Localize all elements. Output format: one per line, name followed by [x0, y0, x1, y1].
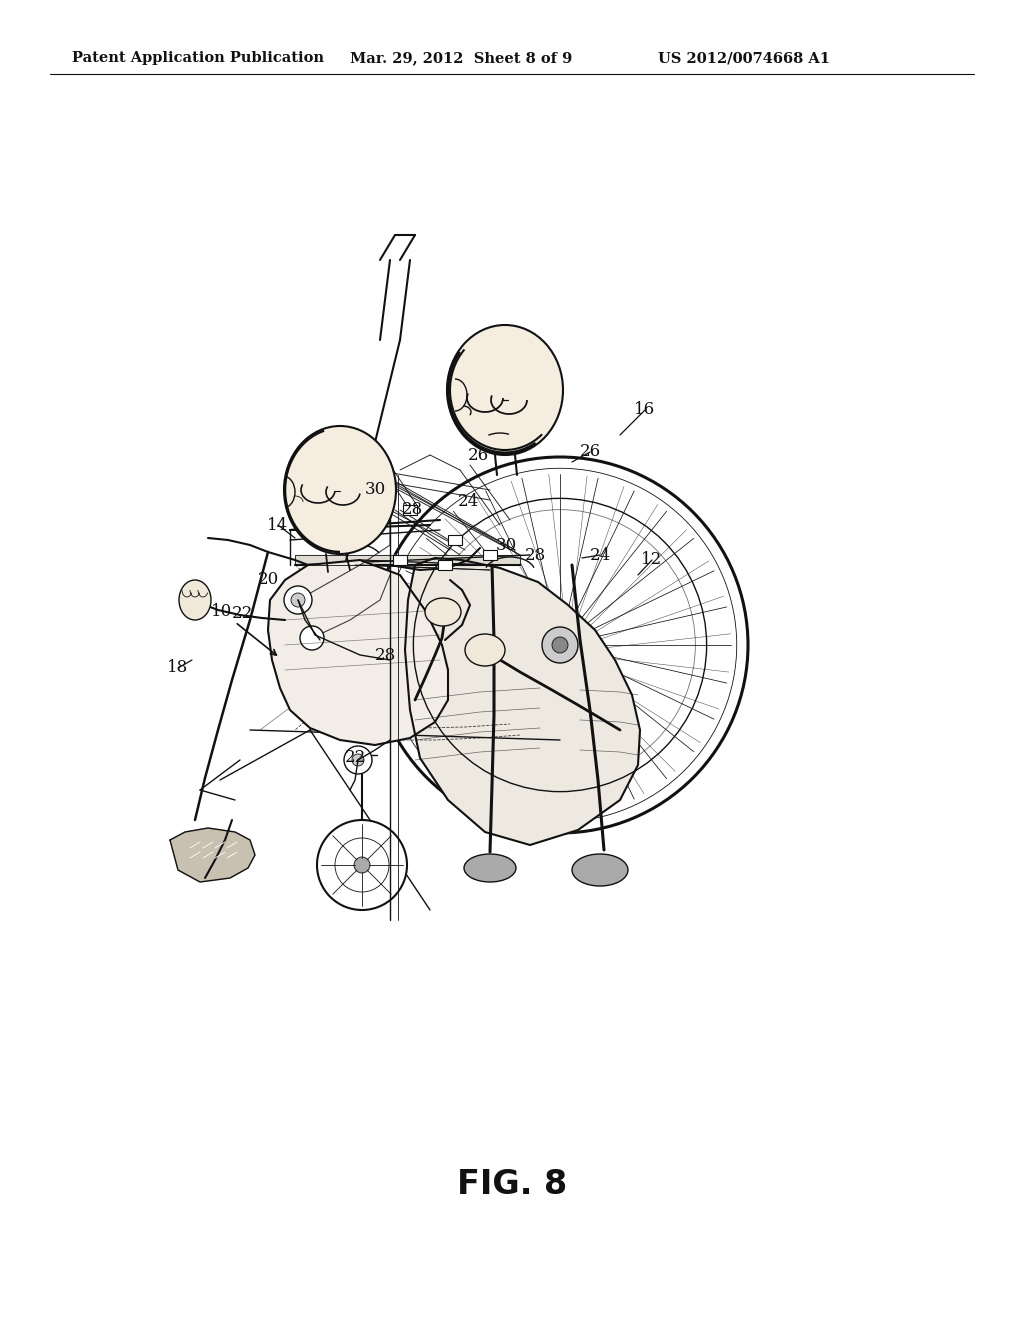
Text: Mar. 29, 2012  Sheet 8 of 9: Mar. 29, 2012 Sheet 8 of 9: [350, 51, 572, 65]
Text: 22: 22: [231, 605, 253, 622]
Polygon shape: [406, 558, 640, 845]
Text: 24: 24: [458, 494, 478, 511]
Ellipse shape: [425, 598, 461, 626]
Ellipse shape: [572, 854, 628, 886]
Ellipse shape: [284, 586, 312, 614]
Text: 26: 26: [467, 446, 488, 463]
Ellipse shape: [284, 426, 396, 554]
Text: FIG. 8: FIG. 8: [457, 1168, 567, 1201]
Ellipse shape: [317, 820, 407, 909]
Ellipse shape: [179, 579, 211, 620]
Ellipse shape: [464, 854, 516, 882]
Text: 28: 28: [401, 502, 423, 519]
Ellipse shape: [447, 325, 563, 455]
Text: 22: 22: [344, 750, 366, 767]
Text: 20: 20: [257, 572, 279, 589]
Polygon shape: [170, 828, 255, 882]
Ellipse shape: [291, 593, 305, 607]
Polygon shape: [268, 560, 449, 744]
Bar: [393, 554, 407, 565]
Text: 30: 30: [496, 536, 517, 553]
Ellipse shape: [344, 746, 372, 774]
Bar: [403, 506, 417, 515]
Ellipse shape: [354, 857, 370, 873]
Text: 28: 28: [375, 647, 395, 664]
Text: 10: 10: [211, 603, 232, 620]
Text: Patent Application Publication: Patent Application Publication: [72, 51, 324, 65]
Text: 30: 30: [365, 482, 386, 499]
Bar: [449, 535, 462, 545]
Bar: [438, 560, 452, 570]
Ellipse shape: [352, 754, 364, 766]
Text: 28: 28: [524, 546, 546, 564]
Text: 18: 18: [167, 660, 188, 676]
Text: 14: 14: [267, 516, 289, 533]
Text: 16: 16: [635, 401, 655, 418]
Ellipse shape: [542, 627, 578, 663]
Text: 26: 26: [580, 444, 600, 461]
Ellipse shape: [465, 634, 505, 667]
Ellipse shape: [300, 626, 324, 649]
Bar: [483, 550, 497, 560]
Ellipse shape: [552, 638, 568, 653]
Text: 24: 24: [590, 546, 610, 564]
Text: 12: 12: [641, 552, 663, 569]
Ellipse shape: [372, 457, 748, 833]
Polygon shape: [295, 554, 520, 565]
Text: US 2012/0074668 A1: US 2012/0074668 A1: [658, 51, 830, 65]
